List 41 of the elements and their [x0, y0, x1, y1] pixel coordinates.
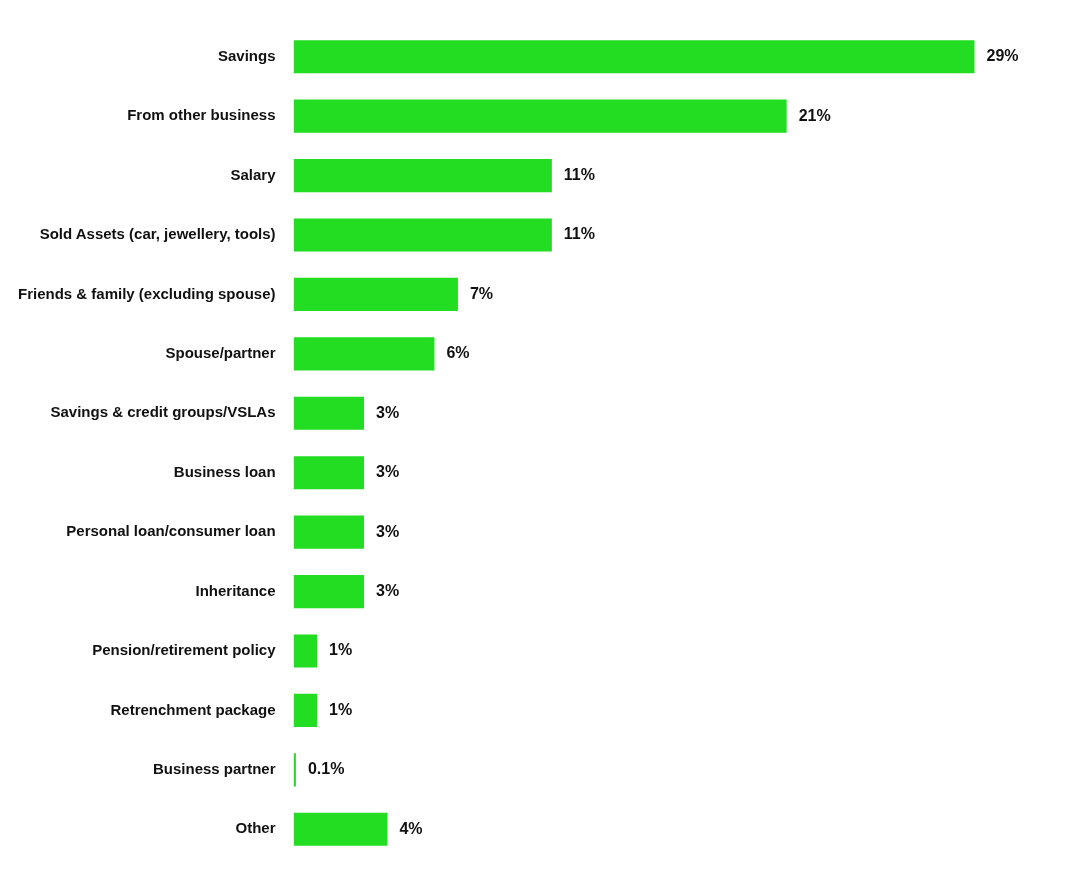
bar [293, 218, 552, 252]
y-tick-label: Pension/retirement policy [92, 641, 277, 659]
data-label: 0.1% [307, 760, 345, 778]
data-label: 21% [798, 106, 831, 124]
y-tick-label: Inheritance [195, 581, 276, 599]
data-label: 11% [563, 165, 595, 183]
y-tick-label: Other [235, 819, 276, 837]
bar [293, 396, 364, 430]
data-label: 11% [563, 225, 595, 243]
bar [293, 277, 458, 312]
data-label: 3% [375, 581, 400, 599]
data-label: 3% [375, 522, 400, 540]
data-label: 1% [329, 641, 353, 659]
y-tick-label: Business loan [173, 462, 276, 480]
y-tick-label: Savings [218, 46, 276, 64]
y-tick-label: Sold Assets (car, jewellery, tools) [39, 225, 276, 243]
y-tick-label: Salary [230, 165, 277, 183]
data-label: 1% [329, 700, 353, 718]
y-tick-label: Savings & credit groups/VSLAs [50, 403, 276, 421]
data-label: 7% [469, 284, 494, 302]
data-label: 4% [399, 819, 423, 837]
y-tick-label: Friends & family (excluding spouse) [17, 284, 276, 302]
data-label: 3% [375, 403, 400, 421]
y-tick-label: From other business [127, 106, 276, 124]
bar [293, 40, 975, 74]
bar [293, 158, 552, 193]
data-label: 3% [375, 463, 400, 481]
bar [293, 634, 318, 668]
y-tick-label: Spouse/partner [165, 344, 276, 361]
bar [293, 812, 388, 846]
bar [293, 337, 435, 371]
data-label: 29% [986, 47, 1019, 65]
bar [293, 515, 364, 549]
bar [293, 574, 364, 609]
y-tick-label: Business partner [153, 760, 276, 777]
bar [293, 456, 364, 490]
data-label: 6% [446, 344, 470, 362]
bar [293, 693, 318, 728]
bar [293, 99, 787, 133]
y-tick-label: Personal loan/consumer loan [66, 522, 276, 540]
y-tick-label: Retrenchment package [110, 700, 276, 718]
